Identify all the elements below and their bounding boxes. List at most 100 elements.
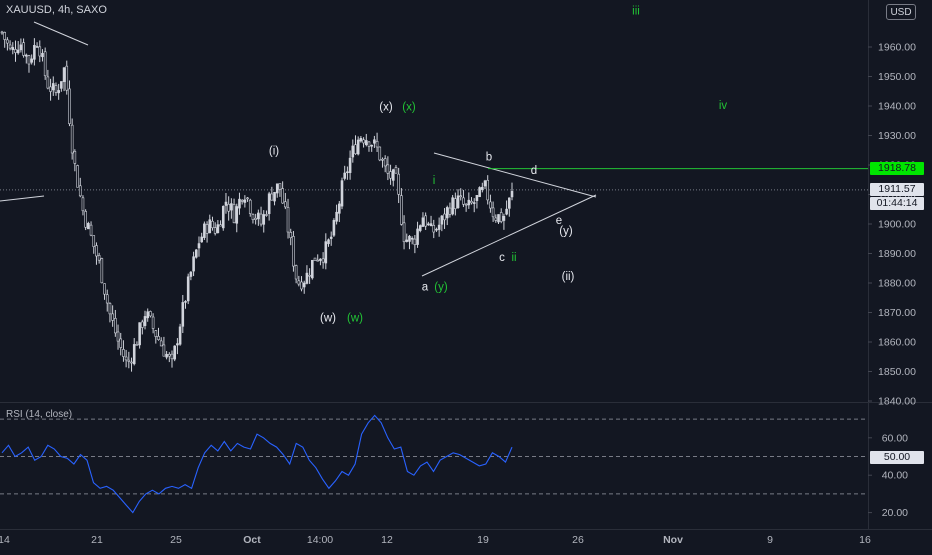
- candle-body: [391, 169, 395, 181]
- candle-body: [408, 235, 411, 242]
- candle-body: [435, 228, 438, 231]
- candle-body: [105, 294, 109, 304]
- rsi-tick-label: 20.00: [882, 507, 908, 519]
- wave-label: (x): [379, 101, 393, 113]
- candle-body: [0, 31, 4, 34]
- rsi-current-tag: 50.00: [870, 451, 924, 464]
- time-tick-label: 12: [381, 534, 393, 546]
- candle-body: [154, 330, 158, 337]
- candle-body: [192, 256, 195, 272]
- candle-body: [127, 359, 131, 362]
- price-tick-label: 1930.00: [878, 130, 916, 142]
- candle-body: [494, 217, 498, 221]
- candle-body: [275, 183, 279, 194]
- candle-body: [211, 220, 214, 229]
- candle-body: [410, 237, 414, 240]
- candle-body: [348, 157, 352, 173]
- candle-body: [159, 340, 163, 347]
- candle-body: [405, 239, 409, 242]
- candle-body: [189, 271, 193, 277]
- candle-body: [483, 180, 487, 187]
- time-tick-label: 16: [859, 534, 871, 546]
- candle-body: [510, 191, 514, 198]
- candle-body: [481, 186, 484, 190]
- candle-body: [373, 139, 376, 144]
- candle-body: [30, 58, 33, 63]
- panel-separators: [0, 0, 932, 530]
- candle-body: [27, 55, 31, 65]
- trendline-drawings: [0, 21, 868, 277]
- rsi-indicator-title[interactable]: RSI (14, close): [6, 409, 73, 420]
- price-tick-label: 1900.00: [878, 219, 916, 231]
- candle-body: [375, 140, 379, 148]
- candle-body: [119, 338, 123, 348]
- rsi-tick-label: 40.00: [882, 470, 908, 482]
- symbol-title[interactable]: XAUUSD, 4h, SAXO: [6, 4, 107, 16]
- candle-body: [246, 197, 249, 200]
- candle-body: [141, 321, 144, 328]
- candle-body: [224, 201, 228, 206]
- candle-body: [321, 258, 325, 263]
- candle-body: [394, 167, 398, 174]
- candle-body: [235, 206, 239, 224]
- currency-button[interactable]: USD: [886, 4, 916, 20]
- wave-label: e: [556, 215, 562, 227]
- candle-body: [60, 81, 63, 89]
- candle-body: [65, 65, 69, 91]
- candle-body: [443, 213, 446, 221]
- wave-label: iv: [719, 100, 728, 112]
- candle-body: [197, 243, 201, 249]
- candle-body: [257, 212, 260, 220]
- candle-body: [232, 204, 236, 224]
- candle-body: [313, 257, 317, 261]
- candle-body: [273, 191, 276, 202]
- rsi-axis: 60.00 40.00 20.00: [868, 432, 908, 519]
- candle-body: [143, 316, 147, 326]
- time-tick-label: 21: [91, 534, 103, 546]
- candle-body: [470, 200, 473, 204]
- candle-body: [227, 203, 230, 212]
- candle-body: [265, 214, 268, 216]
- candle-body: [240, 199, 244, 202]
- wave-label: (i): [269, 146, 279, 158]
- candle-body: [68, 88, 71, 124]
- candle-body: [489, 201, 492, 209]
- candle-body: [41, 52, 44, 58]
- candle-body: [464, 203, 468, 206]
- candle-body: [381, 158, 384, 161]
- price-tick-label: 1860.00: [878, 337, 916, 349]
- candle-body: [181, 302, 185, 327]
- candle-body: [508, 197, 511, 209]
- candle-body: [116, 331, 120, 342]
- candle-body: [327, 239, 330, 245]
- candle-body: [427, 223, 430, 226]
- rsi-line: [1, 414, 513, 514]
- wave-label: a: [422, 281, 429, 293]
- candle-body: [262, 214, 266, 225]
- candle-body: [19, 44, 23, 51]
- candle-body: [111, 313, 114, 321]
- price-tick-label: 1960.00: [878, 42, 916, 54]
- candle-body: [103, 283, 106, 295]
- candle-body: [286, 207, 290, 233]
- candle-body: [340, 180, 344, 207]
- candle-body: [6, 39, 9, 44]
- candle-body: [432, 225, 436, 233]
- candle-body: [251, 214, 255, 220]
- price-tick-label: 1940.00: [878, 101, 916, 113]
- candle-body: [49, 86, 52, 92]
- candle-body: [259, 213, 263, 225]
- candle-body: [354, 144, 357, 155]
- candle-body: [302, 282, 306, 288]
- candle-body: [397, 173, 400, 195]
- candle-body: [43, 51, 47, 77]
- candle-body: [97, 255, 101, 261]
- candle-body: [289, 232, 293, 239]
- candle-body: [459, 195, 463, 198]
- candle-body: [38, 46, 42, 57]
- candle-body: [505, 208, 508, 215]
- candle-body: [319, 258, 322, 261]
